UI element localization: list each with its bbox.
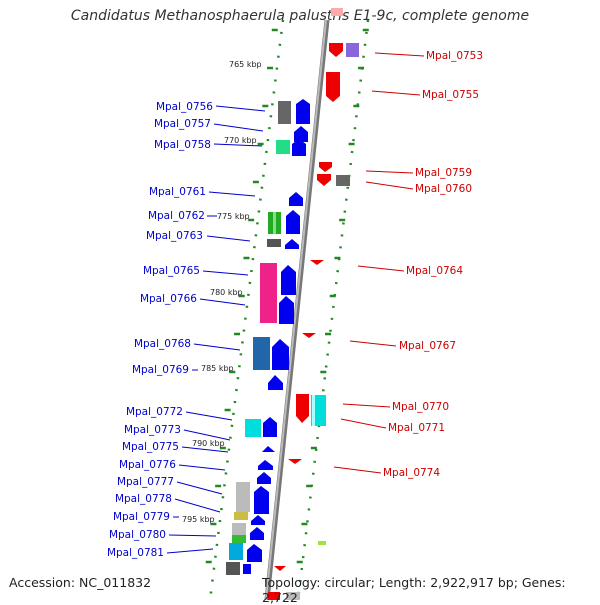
gene-arrow[interactable] xyxy=(281,265,296,295)
gene-arrow[interactable] xyxy=(254,486,269,514)
gene-block[interactable] xyxy=(245,419,261,437)
accession-label: Accession: NC_011832 xyxy=(9,575,152,590)
reverse-gene-blocks xyxy=(268,8,359,600)
gene-arrow[interactable] xyxy=(302,333,316,338)
kbp-marker-label: 790 kbp xyxy=(192,439,225,448)
gene-label[interactable]: Mpal_0774 xyxy=(383,467,440,479)
gene-arrow[interactable] xyxy=(317,174,331,186)
gene-block[interactable] xyxy=(331,8,343,16)
gene-label[interactable]: Mpal_0781 xyxy=(107,547,164,559)
gene-label[interactable]: Mpal_0766 xyxy=(140,293,197,305)
kbp-marker-label: 770 kbp xyxy=(224,136,257,145)
gene-arrow[interactable] xyxy=(251,515,265,525)
gene-label[interactable]: Mpal_0756 xyxy=(156,101,213,113)
gene-block[interactable] xyxy=(229,543,243,560)
gene-block-stripe xyxy=(312,395,315,426)
gene-label[interactable]: Mpal_0767 xyxy=(399,340,456,352)
gene-block[interactable] xyxy=(336,175,350,186)
gene-block[interactable] xyxy=(278,101,291,124)
gene-arrow[interactable] xyxy=(250,527,264,540)
gene-arrow[interactable] xyxy=(310,260,324,265)
gene-label[interactable]: Mpal_0775 xyxy=(122,441,179,453)
gene-label[interactable]: Mpal_0761 xyxy=(149,186,206,198)
gene-block[interactable] xyxy=(268,592,280,600)
gene-arrow[interactable] xyxy=(272,339,289,370)
gene-label[interactable]: Mpal_0772 xyxy=(126,406,183,418)
gene-label[interactable]: Mpal_0762 xyxy=(148,210,205,222)
kbp-marker-label: 775 kbp xyxy=(217,212,250,221)
gene-arrow[interactable] xyxy=(258,460,273,470)
gene-block[interactable] xyxy=(232,535,246,543)
reverse-gene-labels: Mpal_0753 Mpal_0755 Mpal_0759 Mpal_0760 … xyxy=(383,50,483,479)
gene-block[interactable] xyxy=(243,564,251,574)
topology-label: Topology: circular; Length: 2,922,917 bp… xyxy=(262,575,566,605)
gene-arrow[interactable] xyxy=(296,394,309,423)
gene-label[interactable]: Mpal_0778 xyxy=(115,493,172,505)
gene-label[interactable]: Mpal_0779 xyxy=(113,511,170,523)
gene-block[interactable] xyxy=(236,482,250,512)
gene-arrow[interactable] xyxy=(263,417,277,437)
gene-block[interactable] xyxy=(346,43,359,57)
gene-block[interactable] xyxy=(253,337,270,370)
gene-label[interactable]: Mpal_0755 xyxy=(422,89,479,101)
gene-arrow[interactable] xyxy=(257,472,271,484)
gene-label[interactable]: Mpal_0773 xyxy=(124,424,181,436)
forward-gene-labels: Mpal_0756 Mpal_0757 Mpal_0758 Mpal_0761 … xyxy=(107,101,213,559)
gene-arrow[interactable] xyxy=(289,192,303,206)
gene-label[interactable]: Mpal_0763 xyxy=(146,230,203,242)
kbp-marker-label: 785 kbp xyxy=(201,364,234,373)
gene-label[interactable]: Mpal_0768 xyxy=(134,338,191,350)
gene-block[interactable] xyxy=(286,592,300,600)
gene-arrow[interactable] xyxy=(286,210,300,234)
gene-arrow[interactable] xyxy=(294,126,308,142)
gene-arrow[interactable] xyxy=(262,446,275,452)
gene-label[interactable]: Mpal_0770 xyxy=(392,401,449,413)
dotted-guides xyxy=(208,19,370,600)
gene-arrow[interactable] xyxy=(268,375,283,390)
gene-arrow[interactable] xyxy=(247,544,262,562)
gene-label[interactable]: Mpal_0759 xyxy=(415,167,472,179)
map-title: Candidatus Methanosphaerula palustris E1… xyxy=(70,8,530,24)
gene-block[interactable] xyxy=(267,239,281,247)
kbp-marker-label: 765 kbp xyxy=(229,60,262,69)
gene-arrow[interactable] xyxy=(329,43,343,57)
gene-label[interactable]: Mpal_0776 xyxy=(119,459,176,471)
kbp-markers: 765 kbp 770 kbp 775 kbp 780 kbp 785 kbp … xyxy=(182,60,262,524)
gene-label[interactable]: Mpal_0753 xyxy=(426,50,483,62)
gene-arrow[interactable] xyxy=(319,162,332,172)
gene-block[interactable] xyxy=(260,263,277,323)
gene-arrow[interactable] xyxy=(292,139,306,156)
gene-label[interactable]: Mpal_0777 xyxy=(117,476,174,488)
gene-block[interactable] xyxy=(318,541,326,545)
gene-label[interactable]: Mpal_0769 xyxy=(132,364,189,376)
gene-arrow[interactable] xyxy=(279,296,294,324)
scale-ticks xyxy=(205,28,369,564)
gene-block[interactable] xyxy=(232,523,246,535)
gene-block[interactable] xyxy=(234,512,248,520)
gene-arrow[interactable] xyxy=(285,239,299,249)
gene-arrow[interactable] xyxy=(326,72,340,102)
gene-arrow[interactable] xyxy=(288,459,302,464)
gene-block-stripe xyxy=(273,212,276,234)
gene-block[interactable] xyxy=(226,562,240,575)
gene-arrow[interactable] xyxy=(274,566,286,571)
gene-block[interactable] xyxy=(276,140,290,154)
gene-label[interactable]: Mpal_0764 xyxy=(406,265,463,277)
genome-backbone-highlight xyxy=(265,19,327,600)
gene-label[interactable]: Mpal_0758 xyxy=(154,139,211,151)
gene-label[interactable]: Mpal_0765 xyxy=(143,265,200,277)
gene-label[interactable]: Mpal_0757 xyxy=(154,118,211,130)
kbp-marker-label: 780 kbp xyxy=(210,288,243,297)
gene-arrow[interactable] xyxy=(296,99,310,124)
label-leader-lines xyxy=(166,52,425,554)
forward-gene-blocks xyxy=(226,99,310,575)
gene-label[interactable]: Mpal_0780 xyxy=(109,529,166,541)
gene-label[interactable]: Mpal_0760 xyxy=(415,183,472,195)
kbp-marker-label: 795 kbp xyxy=(182,515,215,524)
gene-label[interactable]: Mpal_0771 xyxy=(388,422,445,434)
